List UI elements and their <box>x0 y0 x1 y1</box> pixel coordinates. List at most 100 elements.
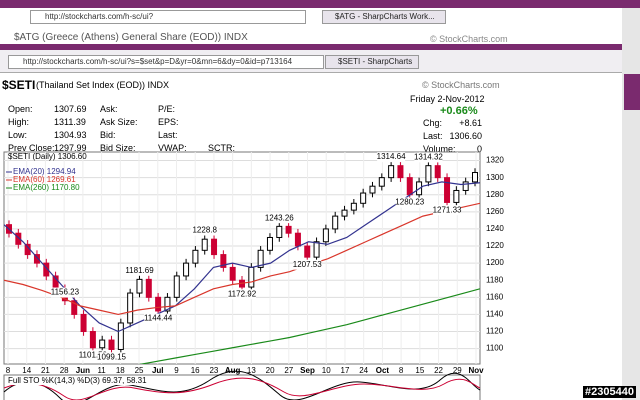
candle-body <box>173 275 180 298</box>
candle-body <box>43 262 50 277</box>
candle-body <box>211 238 218 256</box>
candle-body <box>89 331 96 349</box>
ema-line <box>138 288 480 364</box>
x-tick-label: 29 <box>453 366 462 375</box>
candle-body <box>360 192 367 204</box>
y-tick-label: 1240 <box>486 224 504 233</box>
annotation: 1207.53 <box>293 260 322 269</box>
sidebar-buttons[interactable] <box>624 74 640 110</box>
x-tick-label: Oct <box>376 366 390 375</box>
annotation: 1172.92 <box>228 289 257 298</box>
quote-value: 1306.60 <box>449 131 482 141</box>
annotation-box <box>433 205 462 216</box>
candle-body <box>406 177 413 196</box>
x-tick-label: 25 <box>135 366 144 375</box>
candle-body <box>201 238 208 251</box>
quote-change-pct: +0.66% <box>440 105 478 117</box>
quote-label: Ask Size: <box>100 117 138 127</box>
candle-body <box>71 300 78 315</box>
quote-label: Volume: <box>423 144 456 154</box>
scrollbar[interactable] <box>622 8 640 400</box>
annotation: 1314.64 <box>377 152 406 161</box>
quote-label: Bid Size: <box>100 143 136 153</box>
candle-body <box>229 266 236 281</box>
quote-value: 1311.39 <box>54 117 86 127</box>
quote-label: P/E: <box>158 104 176 114</box>
back-url-bar[interactable]: http://stockcharts.com/h-sc/ui?s=$ATG&p=… <box>30 10 306 24</box>
candle-body <box>388 165 395 179</box>
quote-label: Prev Close: <box>8 143 55 153</box>
quote-label: Bid: <box>100 130 116 140</box>
y-tick-label: 1280 <box>486 190 504 199</box>
candle-body <box>397 165 404 179</box>
x-tick-label: 23 <box>209 366 218 375</box>
candle-body <box>6 224 12 234</box>
quote-label: Last: <box>423 131 443 141</box>
x-tick-label: 11 <box>97 366 106 375</box>
y-tick-label: 1220 <box>486 241 504 250</box>
candle-body <box>257 249 264 268</box>
candle-body <box>266 236 273 251</box>
x-tick-label: 13 <box>247 366 256 375</box>
candle-body <box>313 241 320 258</box>
candle-body <box>145 278 152 298</box>
quote-label: SCTR: <box>208 143 235 153</box>
x-tick-label: Nov <box>468 366 484 375</box>
annotation: 1144.44 <box>144 314 173 323</box>
quote-label: High: <box>8 117 30 127</box>
x-tick-label: 17 <box>341 366 350 375</box>
legend-label: EMA(20) 1294.94 <box>13 167 76 176</box>
y-tick-label: 1320 <box>486 156 504 165</box>
front-window-frame <box>0 44 640 50</box>
annotation: 1280.23 <box>395 198 424 207</box>
candle-body <box>378 177 385 187</box>
lower-panel-label: Full STO %K(14,3) %D(3) 69.37, 58.31 <box>8 376 147 385</box>
x-tick-label: 20 <box>266 366 275 375</box>
annotation: 1181.69 <box>125 266 154 275</box>
candle-body <box>155 296 162 312</box>
x-tick-label: Aug <box>225 366 241 375</box>
candle-body <box>164 296 171 312</box>
x-tick-label: Jul <box>152 366 164 375</box>
annotation-box <box>97 352 126 363</box>
ema-line <box>4 202 480 316</box>
y-tick-label: 1200 <box>486 258 504 267</box>
candle-body <box>332 215 339 230</box>
x-tick-label: 27 <box>284 366 293 375</box>
lower-panel <box>3 374 481 400</box>
candle-body <box>52 275 59 290</box>
back-tab[interactable]: $ATG - SharpCharts Work... <box>322 10 446 24</box>
candle-body <box>462 181 469 191</box>
annotation-box <box>125 265 154 276</box>
annotation-box <box>228 289 256 300</box>
legend-label: EMA(260) 1170.80 <box>13 183 80 192</box>
x-tick-label: Jun <box>76 366 90 375</box>
symbol-subtitle: (Thailand Set Index (EOD)) INDX <box>36 80 170 90</box>
x-tick-label: 9 <box>174 366 179 375</box>
brand: © StockCharts.com <box>422 80 500 90</box>
candle-body <box>15 232 22 245</box>
x-tick-label: 16 <box>191 366 200 375</box>
candle-body <box>136 278 143 294</box>
y-tick-label: 1120 <box>486 327 504 336</box>
url-bar[interactable]: http://stockcharts.com/h-sc/ui?s=$set&p=… <box>8 55 324 69</box>
back-brand: © StockCharts.com <box>430 34 508 44</box>
candle-body <box>239 279 245 288</box>
candle-body <box>80 313 87 333</box>
annotation-box <box>265 213 294 224</box>
quote-value: 1304.93 <box>54 130 87 140</box>
y-tick-label: 1100 <box>486 344 504 353</box>
annotation-box <box>78 350 107 361</box>
candle-body <box>99 339 106 349</box>
legend-title: $SETI (Daily) 1306.60 <box>8 152 87 161</box>
annotation-box <box>50 287 79 298</box>
tab[interactable]: $SETI - SharpCharts Work... <box>325 55 419 69</box>
quote-date: Friday 2-Nov-2012 <box>410 94 485 104</box>
annotation-box <box>144 313 173 324</box>
candle-body <box>444 177 451 203</box>
candle-body <box>416 181 423 196</box>
candle-body <box>248 266 255 288</box>
x-tick-label: 24 <box>359 366 368 375</box>
quote-label: Ask: <box>100 104 118 114</box>
